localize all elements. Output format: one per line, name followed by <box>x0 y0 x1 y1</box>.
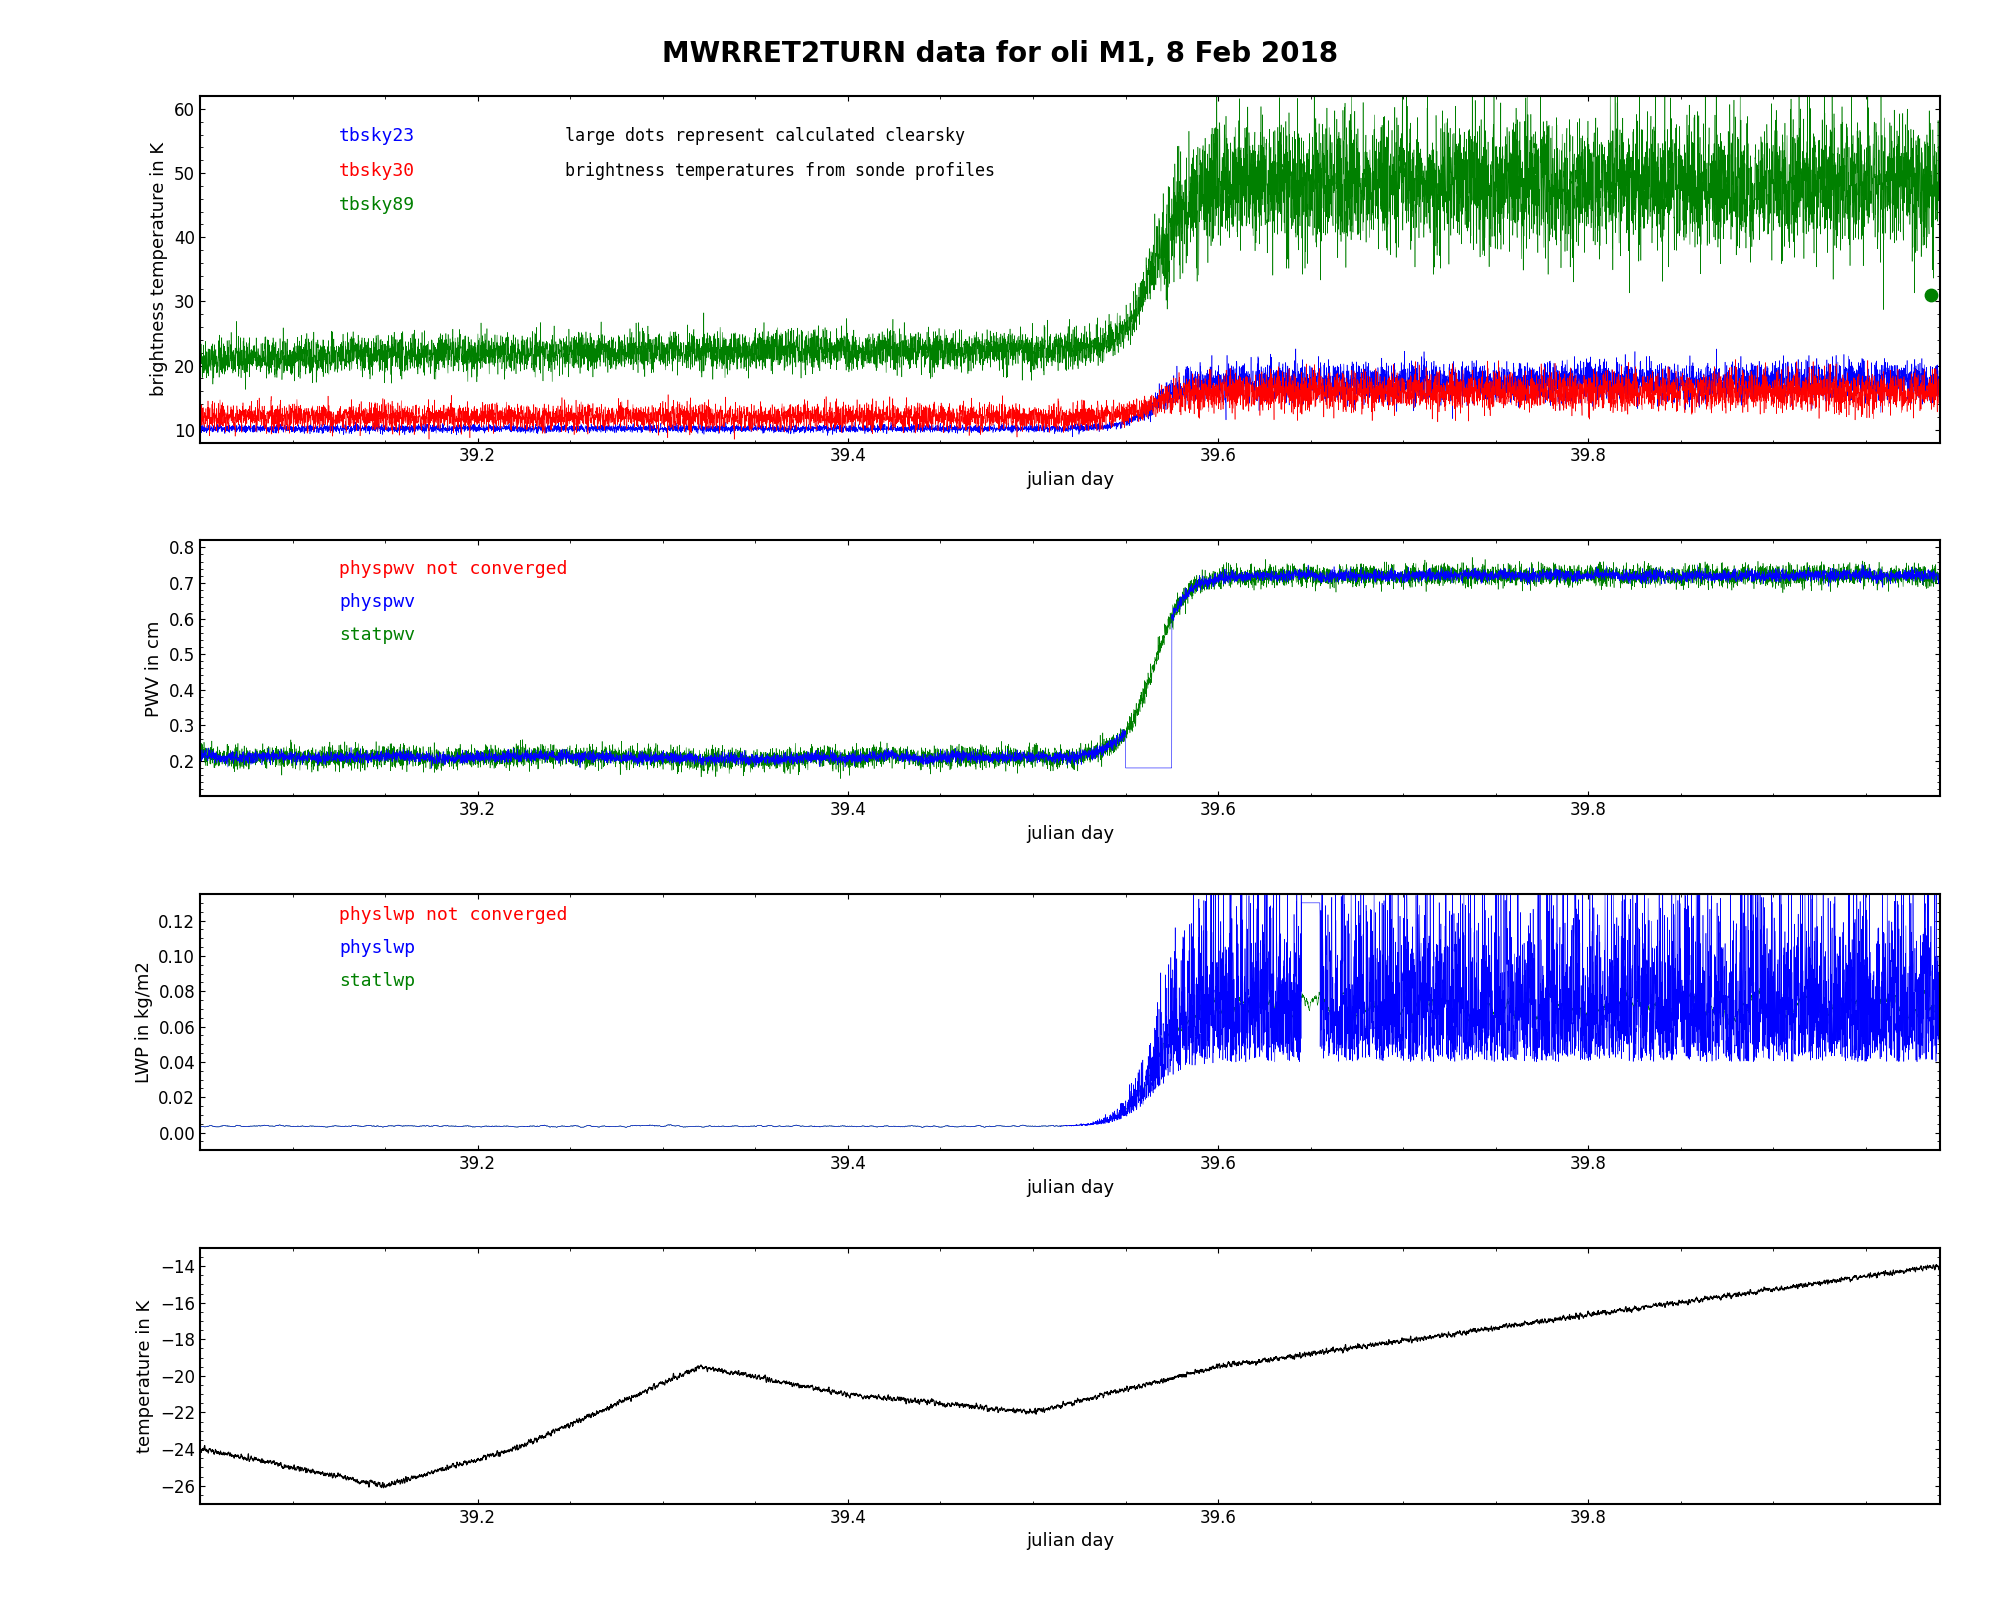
Text: statlwp: statlwp <box>340 973 416 990</box>
Text: statpwv: statpwv <box>340 626 416 645</box>
Text: physlwp not converged: physlwp not converged <box>340 906 568 923</box>
Text: physpwv: physpwv <box>340 594 416 611</box>
X-axis label: julian day: julian day <box>1026 1533 1114 1550</box>
Text: physlwp: physlwp <box>340 939 416 957</box>
Text: tbsky30: tbsky30 <box>340 162 416 179</box>
X-axis label: julian day: julian day <box>1026 1179 1114 1197</box>
Y-axis label: temperature in K: temperature in K <box>136 1299 154 1453</box>
Text: tbsky23: tbsky23 <box>340 126 416 146</box>
Text: physpwv not converged: physpwv not converged <box>340 560 568 578</box>
Text: brightness temperatures from sonde profiles: brightness temperatures from sonde profi… <box>566 162 996 179</box>
X-axis label: julian day: julian day <box>1026 470 1114 490</box>
Point <box>1914 282 1946 307</box>
Y-axis label: PWV in cm: PWV in cm <box>146 621 164 717</box>
Text: large dots represent calculated clearsky: large dots represent calculated clearsky <box>566 126 966 146</box>
Y-axis label: brightness temperature in K: brightness temperature in K <box>150 142 168 397</box>
Y-axis label: LWP in kg/m2: LWP in kg/m2 <box>134 962 152 1083</box>
Text: tbsky89: tbsky89 <box>340 197 416 214</box>
X-axis label: julian day: julian day <box>1026 826 1114 843</box>
Text: MWRRET2TURN data for oli M1, 8 Feb 2018: MWRRET2TURN data for oli M1, 8 Feb 2018 <box>662 40 1338 67</box>
